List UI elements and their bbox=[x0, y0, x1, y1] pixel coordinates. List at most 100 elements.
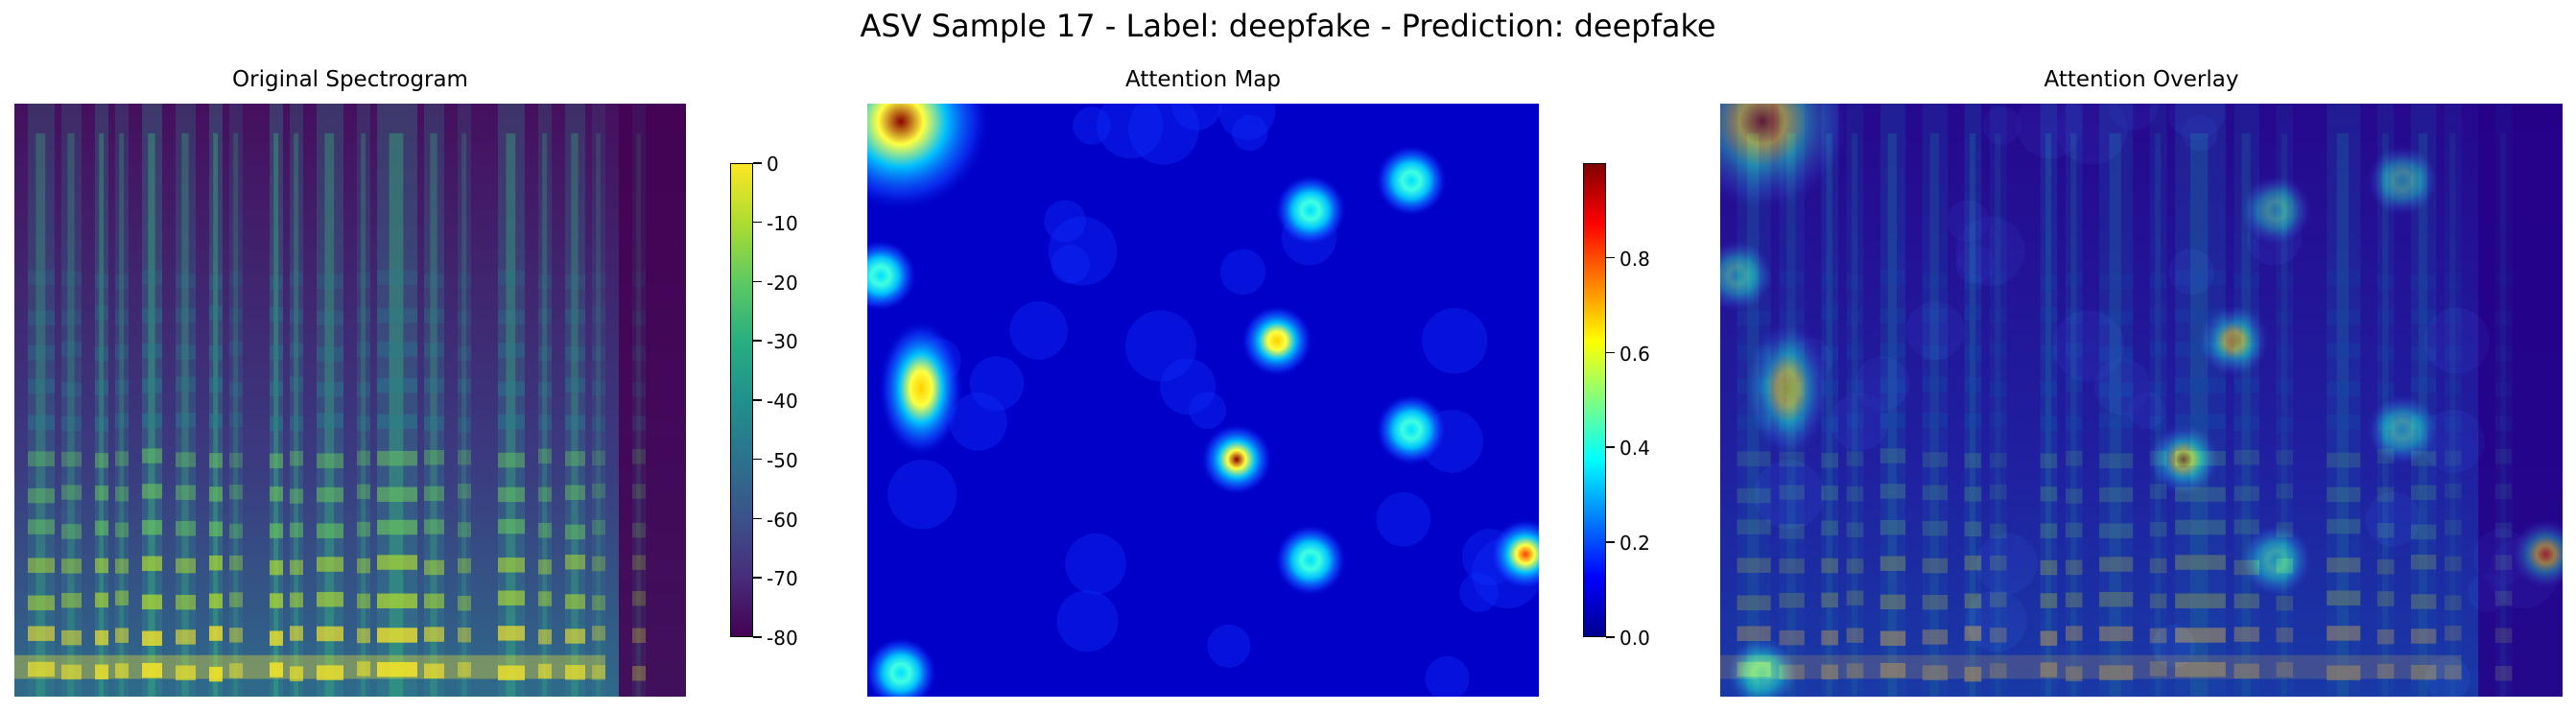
spectrogram-burst bbox=[377, 104, 417, 697]
attention-faint-blob bbox=[2468, 573, 2508, 612]
spectrogram-burst bbox=[229, 104, 243, 697]
attention-faint-blob bbox=[1955, 216, 2025, 286]
attention-hotspot bbox=[867, 239, 917, 313]
spectrogram-burst bbox=[458, 104, 471, 697]
overlay-title: Attention Overlay bbox=[2044, 67, 2239, 92]
attention-faint-blob bbox=[2167, 104, 2226, 140]
attention-faint-blob bbox=[2056, 104, 2128, 165]
attention-map-svg bbox=[867, 104, 1539, 697]
attention-colorbar-ticks: 0.8 0.6 0.4 0.2 0.0 bbox=[1606, 163, 1683, 650]
attention-hotspot bbox=[878, 319, 964, 458]
spectrogram-burst bbox=[632, 104, 646, 697]
spectrogram-burst bbox=[317, 104, 343, 697]
attention-layer bbox=[867, 104, 1539, 697]
spectrogram-burst bbox=[1989, 104, 2007, 697]
spectrogram-burst bbox=[2445, 104, 2462, 697]
overlay-svg bbox=[1720, 104, 2563, 697]
attention-hotspot bbox=[2366, 144, 2440, 218]
colorbar-tick-label: 0.0 bbox=[1619, 627, 1650, 650]
attention-faint-blob bbox=[2152, 624, 2196, 668]
spectrogram-burst bbox=[2099, 104, 2134, 697]
attention-colorbar bbox=[1583, 163, 1606, 637]
attention-faint-blob bbox=[1159, 358, 1217, 415]
colorbar-tick-label: 0.8 bbox=[1619, 247, 1650, 271]
attention-faint-blob bbox=[1955, 245, 1995, 284]
attention-faint-blob bbox=[2182, 114, 2218, 152]
spectrogram-burst bbox=[61, 104, 82, 697]
attention-hotspot bbox=[1375, 144, 1448, 218]
spectrogram-burst bbox=[1879, 104, 1906, 697]
attention-hotspot bbox=[1489, 517, 1539, 591]
spectrogram-burst bbox=[115, 104, 129, 697]
spectrogram-burst bbox=[209, 104, 223, 697]
attention-faint-blob bbox=[1056, 590, 1119, 653]
attention-faint-blob bbox=[1189, 392, 1226, 430]
attention-faint-blob bbox=[1073, 107, 1111, 145]
overlay-image bbox=[1720, 104, 2563, 697]
spectrogram-burst bbox=[424, 104, 444, 697]
attention-faint-blob bbox=[1124, 310, 1197, 382]
colorbar-tick-label: -20 bbox=[767, 271, 798, 295]
attention-hotspot bbox=[2509, 517, 2563, 591]
attention-faint-blob bbox=[1044, 200, 1087, 243]
spectrogram-svg bbox=[14, 104, 686, 697]
attention-hotspot bbox=[1241, 304, 1313, 378]
attention-hotspot bbox=[1200, 422, 1273, 496]
attention-hotspot bbox=[1274, 174, 1347, 248]
spectrogram-burst bbox=[2327, 104, 2361, 697]
attention-faint-blob bbox=[969, 356, 1025, 412]
attention-faint-blob bbox=[2365, 491, 2421, 547]
attention-hotspot bbox=[2146, 422, 2220, 496]
colorbar-tick-label: 0 bbox=[767, 153, 779, 176]
spectrogram-layer bbox=[14, 104, 686, 697]
attention-hotspot bbox=[867, 104, 992, 213]
spectrogram-burst bbox=[2065, 104, 2083, 697]
attention-faint-blob bbox=[2423, 307, 2491, 374]
spectrogram-burst bbox=[28, 104, 55, 697]
spectrogram-burst bbox=[290, 104, 303, 697]
attention-layer bbox=[1720, 104, 2563, 697]
attention-faint-blob bbox=[2016, 104, 2084, 159]
spectrogram-burst bbox=[565, 104, 585, 697]
attention-faint-blob bbox=[1219, 249, 1266, 295]
attention-faint-blob bbox=[1376, 491, 1431, 547]
attention-faint-blob bbox=[1830, 392, 1889, 451]
spectrogram-burst bbox=[176, 104, 196, 697]
colorbar-tick-label: -40 bbox=[767, 390, 798, 413]
spectrogram-burst bbox=[1846, 104, 1864, 697]
figure-title: ASV Sample 17 - Label: deepfake - Predic… bbox=[860, 8, 1716, 44]
attention-faint-blob bbox=[1425, 655, 1470, 697]
colorbar-tick-label: -80 bbox=[767, 627, 798, 650]
attention-faint-blob bbox=[2052, 310, 2124, 382]
spectrogram-silence bbox=[2478, 104, 2563, 697]
attention-hotspot bbox=[2197, 304, 2271, 378]
spectrogram-burst bbox=[1964, 104, 1982, 697]
spectrogram-burst bbox=[2494, 104, 2513, 697]
attention-faint-blob bbox=[1171, 104, 1222, 131]
attention-faint-blob bbox=[2425, 655, 2470, 697]
attention-hotspot bbox=[1720, 104, 1854, 213]
colorbar-tick-label: -50 bbox=[767, 448, 798, 472]
attention-faint-blob bbox=[1218, 104, 1276, 140]
colorbar-tick-label: -10 bbox=[767, 211, 798, 235]
attention-faint-blob bbox=[1965, 590, 2027, 653]
attention-faint-blob bbox=[2093, 358, 2151, 415]
spectrogram-colorbar-ticks: 0 -10 -20 -30 -40 -50 -60 -70 -80 bbox=[753, 153, 830, 650]
attention-faint-blob bbox=[1097, 104, 1164, 159]
colorbar-tick-label: 0.4 bbox=[1619, 437, 1650, 461]
attention-faint-blob bbox=[1051, 245, 1091, 284]
attention-map-title: Attention Map bbox=[1125, 67, 1281, 92]
attention-faint-blob bbox=[1754, 459, 1825, 530]
attention-faint-blob bbox=[949, 392, 1007, 451]
spectrogram-burst bbox=[1922, 104, 1949, 697]
attention-faint-blob bbox=[1855, 356, 1910, 412]
attention-hotspot bbox=[2239, 174, 2313, 248]
colorbar-tick-label: -60 bbox=[767, 508, 798, 532]
attention-faint-blob bbox=[1009, 300, 1069, 360]
spectrogram-colorbar bbox=[730, 163, 753, 637]
attention-faint-blob bbox=[1421, 307, 1488, 374]
attention-hotspot bbox=[1375, 392, 1448, 466]
attention-hotspot bbox=[1744, 319, 1832, 458]
spectrogram-low-band bbox=[1720, 654, 2462, 679]
colorbar-tick-label: 0.2 bbox=[1619, 532, 1650, 556]
